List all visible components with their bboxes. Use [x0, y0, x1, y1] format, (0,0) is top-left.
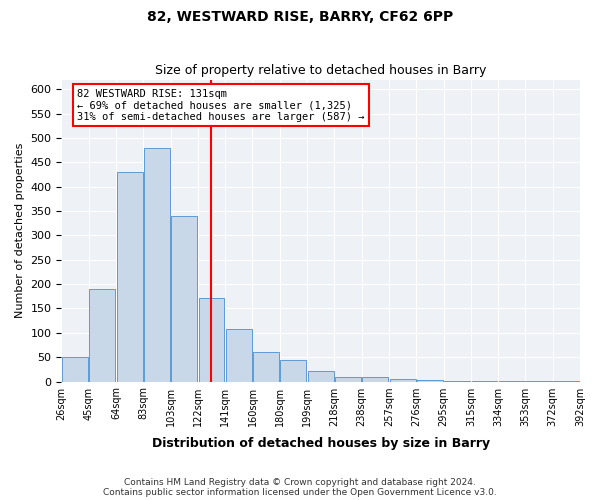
- X-axis label: Distribution of detached houses by size in Barry: Distribution of detached houses by size …: [152, 437, 490, 450]
- Bar: [226, 329, 252, 382]
- Text: Contains HM Land Registry data © Crown copyright and database right 2024.
Contai: Contains HM Land Registry data © Crown c…: [103, 478, 497, 497]
- Bar: [116, 172, 143, 382]
- Bar: [253, 352, 279, 382]
- Bar: [335, 376, 361, 382]
- Bar: [144, 148, 170, 382]
- Bar: [308, 371, 334, 382]
- Text: 82, WESTWARD RISE, BARRY, CF62 6PP: 82, WESTWARD RISE, BARRY, CF62 6PP: [147, 10, 453, 24]
- Title: Size of property relative to detached houses in Barry: Size of property relative to detached ho…: [155, 64, 487, 77]
- Bar: [444, 380, 470, 382]
- Bar: [280, 360, 307, 382]
- Bar: [362, 376, 388, 382]
- Text: 82 WESTWARD RISE: 131sqm
← 69% of detached houses are smaller (1,325)
31% of sem: 82 WESTWARD RISE: 131sqm ← 69% of detach…: [77, 88, 364, 122]
- Y-axis label: Number of detached properties: Number of detached properties: [15, 143, 25, 318]
- Bar: [389, 379, 416, 382]
- Bar: [171, 216, 197, 382]
- Bar: [417, 380, 443, 382]
- Bar: [62, 357, 88, 382]
- Bar: [472, 380, 497, 382]
- Bar: [199, 298, 224, 382]
- Bar: [89, 289, 115, 382]
